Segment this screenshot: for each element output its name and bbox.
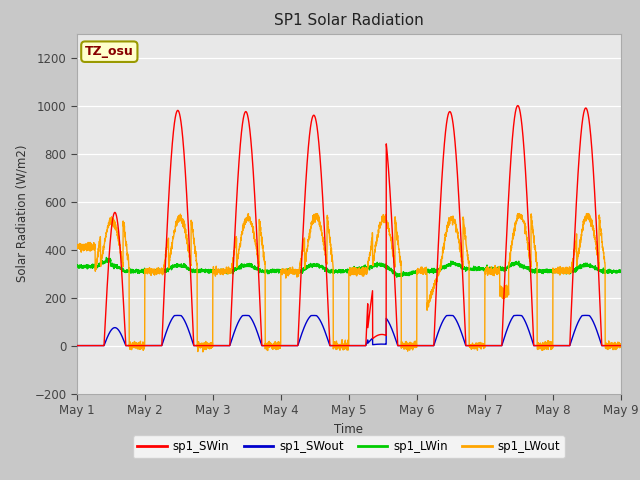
Text: TZ_osu: TZ_osu (85, 45, 134, 58)
Y-axis label: Solar Radiation (W/m2): Solar Radiation (W/m2) (16, 145, 29, 282)
Title: SP1 Solar Radiation: SP1 Solar Radiation (274, 13, 424, 28)
X-axis label: Time: Time (334, 422, 364, 435)
Legend: sp1_SWin, sp1_SWout, sp1_LWin, sp1_LWout: sp1_SWin, sp1_SWout, sp1_LWin, sp1_LWout (132, 435, 565, 458)
